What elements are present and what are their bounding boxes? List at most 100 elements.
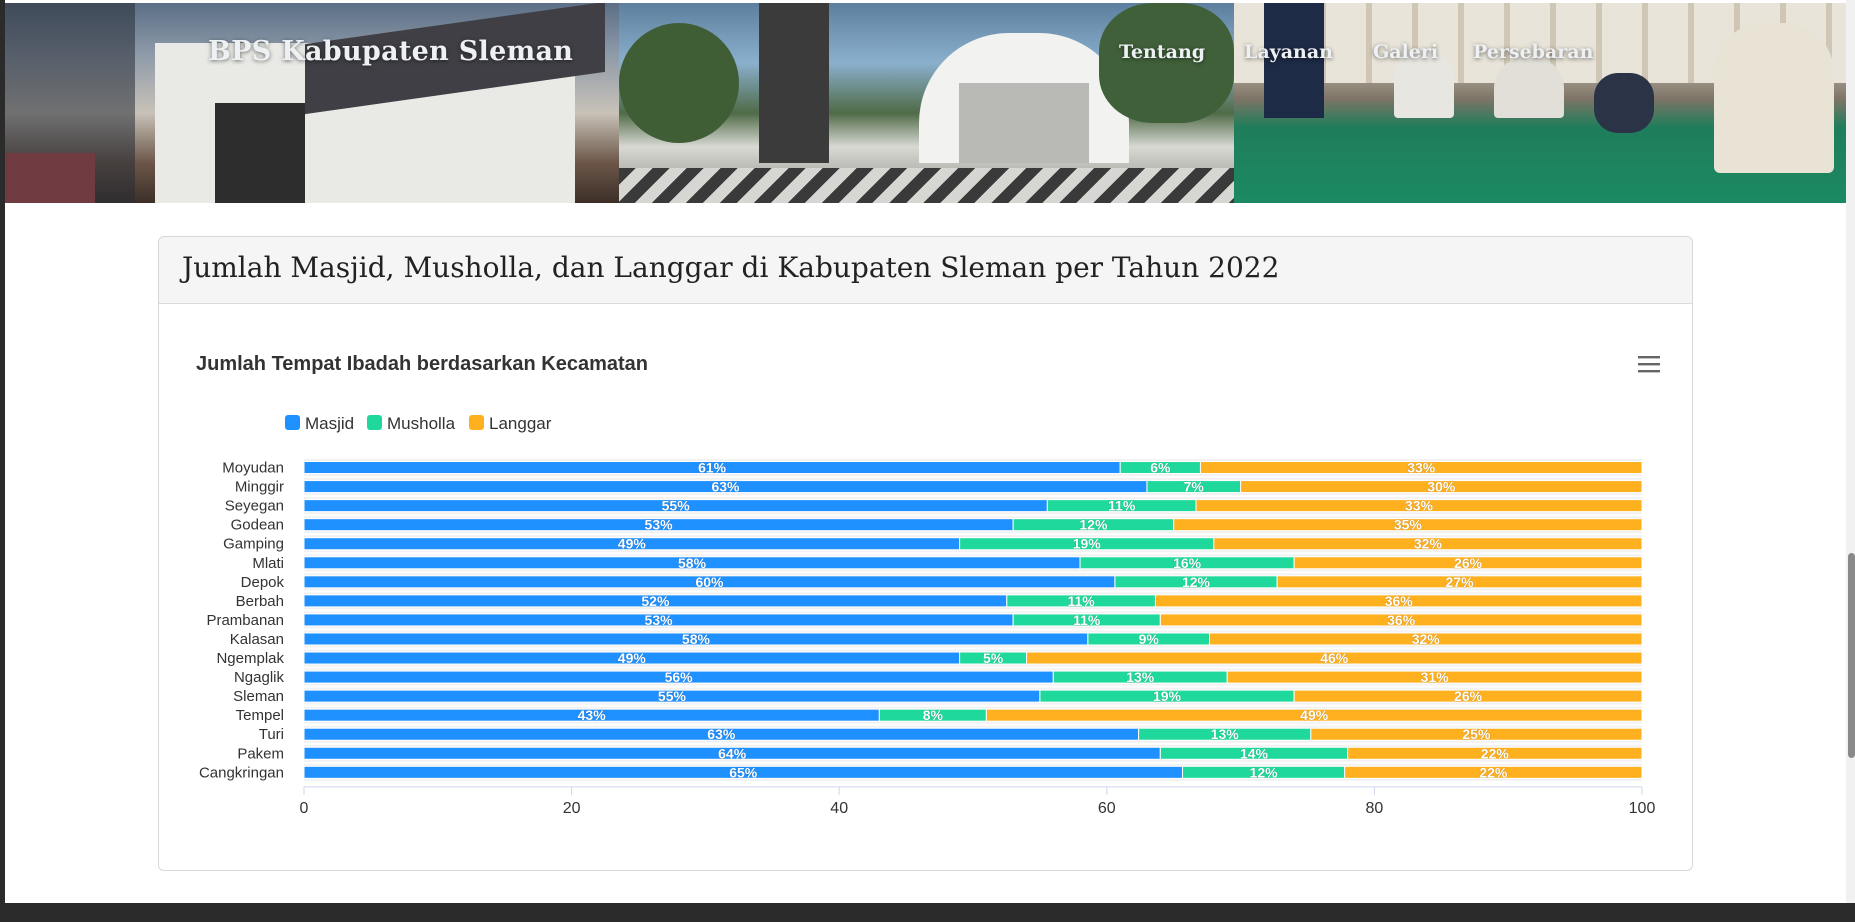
data-label-masjid-godean: 53% bbox=[645, 517, 674, 533]
nav-galeri[interactable]: Galeri bbox=[1373, 41, 1439, 63]
data-label-musholla-ngaglik: 13% bbox=[1126, 669, 1155, 685]
legend-item-musholla[interactable]: Musholla bbox=[367, 414, 456, 433]
data-label-musholla-cangkringan: 12% bbox=[1250, 764, 1279, 780]
data-label-musholla-ngemplak: 5% bbox=[983, 650, 1004, 666]
data-label-langgar-seyegan: 33% bbox=[1405, 498, 1434, 514]
legend-item-masjid[interactable]: Masjid bbox=[285, 414, 354, 433]
category-label-mlati: Mlati bbox=[252, 555, 284, 572]
category-label-cangkringan: Cangkringan bbox=[199, 764, 284, 781]
bar-langgar-ngemplak[interactable] bbox=[1026, 651, 1643, 665]
data-label-musholla-gamping: 19% bbox=[1073, 536, 1102, 552]
site-brand[interactable]: BPS Kabupaten Sleman bbox=[208, 36, 574, 67]
chart-menu-icon[interactable] bbox=[1636, 355, 1664, 381]
bar-langgar-depok[interactable] bbox=[1276, 575, 1643, 589]
category-label-minggir: Minggir bbox=[235, 479, 284, 496]
data-label-masjid-ngaglik: 56% bbox=[665, 669, 694, 685]
nav-layanan[interactable]: Layanan bbox=[1244, 41, 1333, 63]
data-label-langgar-ngaglik: 31% bbox=[1421, 669, 1450, 685]
data-label-langgar-mlati: 26% bbox=[1454, 555, 1483, 571]
bar-langgar-pakem[interactable] bbox=[1347, 746, 1643, 760]
data-label-masjid-cangkringan: 65% bbox=[729, 764, 758, 780]
data-label-masjid-minggir: 63% bbox=[711, 479, 740, 495]
data-label-musholla-prambanan: 11% bbox=[1073, 612, 1101, 628]
data-label-musholla-moyudan: 6% bbox=[1150, 460, 1171, 476]
banner-photo-mosque-gate bbox=[619, 3, 1234, 203]
legend-item-langgar[interactable]: Langgar bbox=[469, 414, 552, 433]
category-label-ngemplak: Ngemplak bbox=[216, 650, 284, 667]
category-label-prambanan: Prambanan bbox=[206, 612, 284, 629]
bar-langgar-prambanan[interactable] bbox=[1159, 613, 1643, 627]
x-tick-label: 40 bbox=[830, 800, 848, 817]
data-label-langgar-prambanan: 36% bbox=[1387, 612, 1416, 628]
bar-langgar-berbah[interactable] bbox=[1154, 594, 1643, 608]
page-edge bbox=[0, 0, 5, 922]
legend-label-langgar: Langgar bbox=[489, 414, 552, 433]
x-tick-label: 80 bbox=[1366, 800, 1384, 817]
data-label-masjid-pakem: 64% bbox=[718, 745, 747, 761]
bar-langgar-tempel[interactable] bbox=[985, 708, 1643, 722]
banner-photo-prayer-hall bbox=[1234, 3, 1846, 203]
data-label-musholla-minggir: 7% bbox=[1184, 479, 1205, 495]
data-label-musholla-tempel: 8% bbox=[923, 707, 944, 723]
plot-area: 0 20 40 60 80 100 Moyudan 61% 6% 33% Minggir 63% 7% 3… bbox=[199, 459, 1656, 817]
bar-langgar-gamping[interactable] bbox=[1213, 537, 1643, 551]
data-label-langgar-pakem: 22% bbox=[1481, 745, 1510, 761]
footer-strip bbox=[0, 903, 1855, 922]
data-label-masjid-turi: 63% bbox=[707, 726, 736, 742]
data-label-langgar-depok: 27% bbox=[1446, 574, 1475, 590]
data-label-masjid-mlati: 58% bbox=[678, 555, 707, 571]
legend-swatch-musholla bbox=[367, 415, 382, 430]
header-banner: BPS Kabupaten Sleman Tentang Layanan Gal… bbox=[5, 3, 1846, 203]
category-label-seyegan: Seyegan bbox=[225, 498, 284, 515]
bar-langgar-mlati[interactable] bbox=[1293, 556, 1643, 570]
category-label-pakem: Pakem bbox=[237, 745, 284, 762]
bar-langgar-cangkringan[interactable] bbox=[1344, 765, 1643, 779]
x-tick-label: 20 bbox=[563, 800, 581, 817]
category-label-ngaglik: Ngaglik bbox=[234, 669, 285, 686]
scrollbar-track[interactable] bbox=[1846, 0, 1855, 903]
data-label-masjid-seyegan: 55% bbox=[662, 498, 691, 514]
category-label-sleman: Sleman bbox=[233, 688, 284, 705]
category-label-depok: Depok bbox=[241, 574, 285, 591]
card-title: Jumlah Masjid, Musholla, dan Langgar di … bbox=[182, 251, 1280, 284]
data-label-langgar-godean: 35% bbox=[1394, 517, 1423, 533]
card-header: Jumlah Masjid, Musholla, dan Langgar di … bbox=[159, 237, 1692, 304]
scrollbar-thumb[interactable] bbox=[1848, 553, 1855, 758]
data-label-musholla-turi: 13% bbox=[1211, 726, 1240, 742]
bar-langgar-minggir[interactable] bbox=[1240, 480, 1643, 494]
data-label-langgar-tempel: 49% bbox=[1300, 707, 1329, 723]
data-label-masjid-sleman: 55% bbox=[658, 688, 687, 704]
category-label-kalasan: Kalasan bbox=[230, 631, 284, 648]
data-label-musholla-godean: 12% bbox=[1079, 517, 1108, 533]
data-label-musholla-berbah: 11% bbox=[1067, 593, 1095, 609]
data-label-langgar-ngemplak: 46% bbox=[1320, 650, 1349, 666]
data-label-langgar-turi: 25% bbox=[1462, 726, 1491, 742]
category-label-turi: Turi bbox=[259, 726, 284, 743]
data-label-langgar-moyudan: 33% bbox=[1407, 460, 1436, 476]
nav-tentang[interactable]: Tentang bbox=[1119, 41, 1206, 63]
bar-langgar-turi[interactable] bbox=[1310, 727, 1643, 741]
data-label-musholla-depok: 12% bbox=[1182, 574, 1211, 590]
data-label-langgar-berbah: 36% bbox=[1385, 593, 1414, 609]
data-label-langgar-kalasan: 32% bbox=[1412, 631, 1441, 647]
bar-langgar-seyegan[interactable] bbox=[1195, 499, 1643, 513]
x-tick-label: 100 bbox=[1629, 800, 1656, 817]
data-label-masjid-moyudan: 61% bbox=[698, 460, 727, 476]
data-label-masjid-ngemplak: 49% bbox=[618, 650, 647, 666]
data-label-musholla-pakem: 14% bbox=[1240, 745, 1269, 761]
bar-langgar-kalasan[interactable] bbox=[1209, 632, 1643, 646]
bar-langgar-sleman[interactable] bbox=[1293, 689, 1643, 703]
data-label-langgar-sleman: 26% bbox=[1454, 688, 1483, 704]
data-label-masjid-depok: 60% bbox=[695, 574, 724, 590]
bar-langgar-moyudan[interactable] bbox=[1199, 461, 1643, 475]
x-tick-label: 60 bbox=[1098, 800, 1116, 817]
chart-title: Jumlah Tempat Ibadah berdasarkan Kecamat… bbox=[196, 353, 648, 375]
stacked-bar-chart: Jumlah Tempat Ibadah berdasarkan Kecamat… bbox=[196, 353, 1664, 817]
x-tick-label: 0 bbox=[300, 800, 309, 817]
bar-langgar-godean[interactable] bbox=[1173, 518, 1643, 532]
data-label-musholla-kalasan: 9% bbox=[1139, 631, 1160, 647]
banner-photo-office bbox=[5, 3, 619, 203]
bar-langgar-ngaglik[interactable] bbox=[1226, 670, 1643, 684]
chart-legend: Masjid Musholla Langgar bbox=[285, 414, 552, 433]
nav-persebaran[interactable]: Persebaran bbox=[1473, 41, 1594, 63]
